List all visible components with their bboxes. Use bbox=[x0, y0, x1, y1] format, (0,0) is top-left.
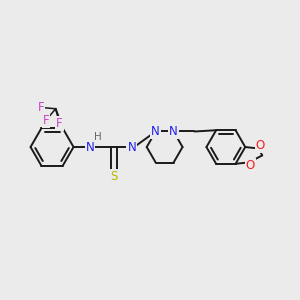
Text: S: S bbox=[110, 170, 118, 183]
Text: F: F bbox=[38, 101, 44, 114]
Text: F: F bbox=[43, 114, 50, 127]
Text: H: H bbox=[94, 132, 101, 142]
Text: N: N bbox=[128, 140, 136, 154]
Text: F: F bbox=[56, 117, 63, 130]
Text: O: O bbox=[256, 139, 265, 152]
Text: N: N bbox=[85, 140, 94, 154]
Text: N: N bbox=[151, 125, 160, 138]
Text: N: N bbox=[169, 125, 178, 138]
Text: O: O bbox=[246, 159, 255, 172]
